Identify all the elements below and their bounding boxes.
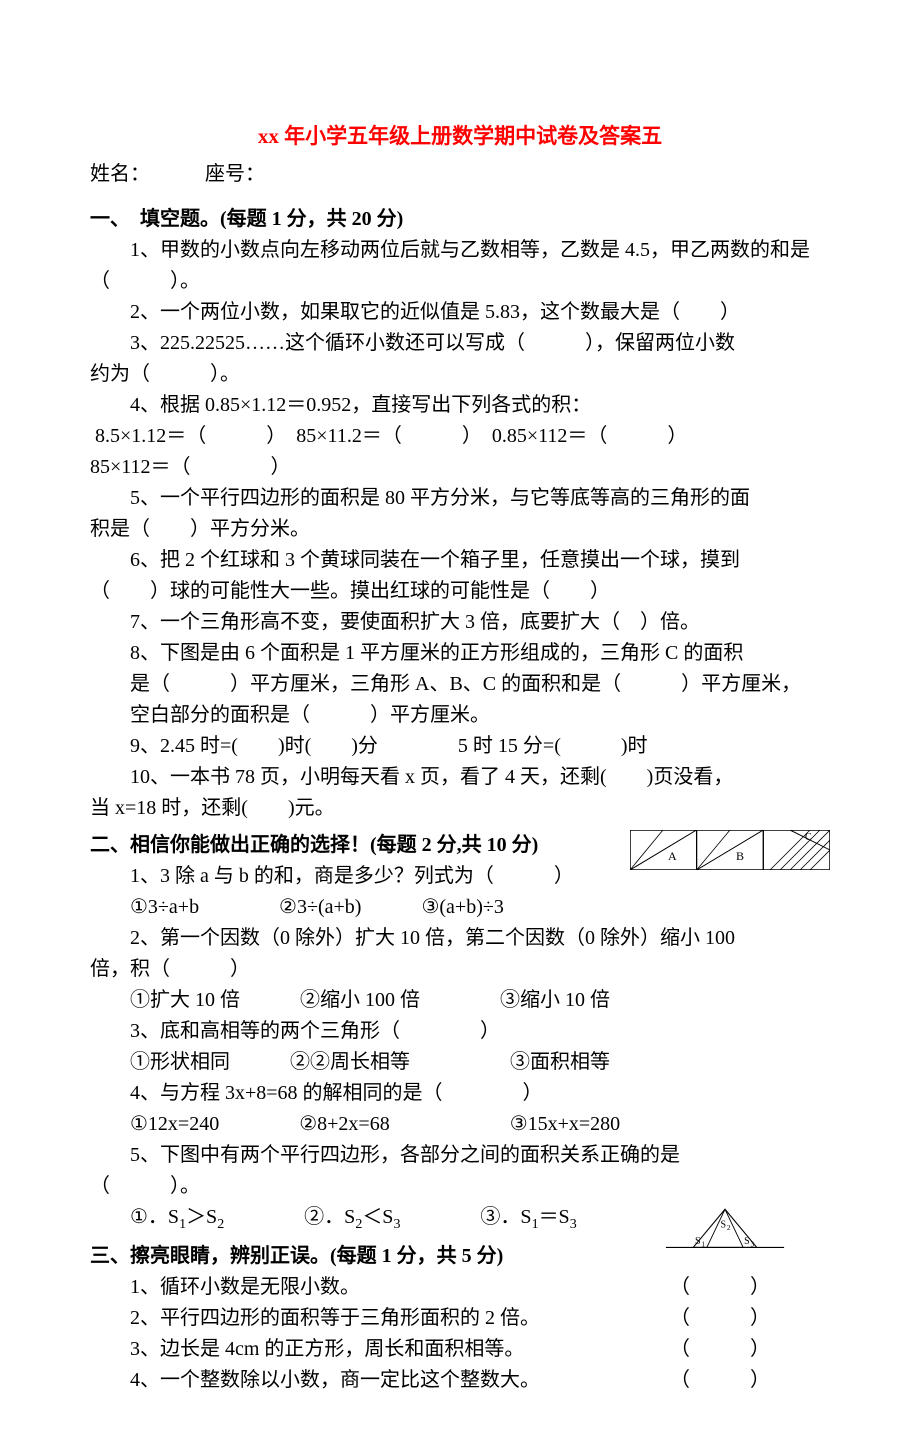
q3-3: 3、边长是 4cm 的正方形，周长和面积相等。 （ ）: [90, 1334, 830, 1365]
svg-text:1: 1: [701, 1240, 705, 1248]
svg-text:C: C: [805, 832, 812, 843]
q1-7: 7、一个三角形高不变，要使面积扩大 3 倍，底要扩大（ ）倍。: [90, 607, 830, 638]
seat-label: 座号：: [205, 163, 265, 185]
q2-3: 3、底和高相等的两个三角形（ ）: [90, 1016, 830, 1047]
q2-1-opts: ①3÷a+b ②3÷(a+b) ③(a+b)÷3: [90, 892, 830, 923]
q1-9: 9、2.45 时=( )时( )分 5 时 15 分=( )时: [90, 731, 830, 762]
q1-5: 5、一个平行四边形的面积是 80 平方分米，与它等底等高的三角形的面积是（ ）平…: [90, 483, 830, 545]
q3-2: 2、平行四边形的面积等于三角形面积的 2 倍。 （ ）: [90, 1303, 830, 1334]
q3-1-mark: （ ）: [670, 1272, 830, 1303]
q3-3-text: 3、边长是 4cm 的正方形，周长和面积相等。: [90, 1334, 524, 1365]
exam-title: xx 年小学五年级上册数学期中试卷及答案五: [90, 120, 830, 153]
svg-text:S: S: [744, 1235, 750, 1246]
svg-text:3: 3: [750, 1240, 754, 1248]
svg-text:B: B: [736, 849, 744, 863]
q1-6: 6、把 2 个红球和 3 个黄球同装在一个箱子里，任意摸出一个球，摸到（ ）球的…: [90, 545, 830, 607]
q3-1-text: 1、循环小数是无限小数。: [90, 1272, 360, 1303]
figure-6-squares: A B C: [630, 830, 830, 870]
q3-4-mark: （ ）: [670, 1365, 830, 1396]
q3-2-mark: （ ）: [670, 1303, 830, 1334]
q2-2-opts: ①扩大 10 倍 ②缩小 100 倍 ③缩小 10 倍: [90, 985, 830, 1016]
q1-2: 2、一个两位小数，如果取它的近似值是 5.83，这个数最大是（ ）: [90, 297, 830, 328]
svg-text:S: S: [695, 1235, 701, 1246]
svg-text:S: S: [720, 1219, 726, 1230]
section-2-block: A B C 二、相信你能做出正确的选择！(每题 2 分,共 10 分) 1、3 …: [90, 830, 830, 923]
q2-4-opts: ①12x=240 ②8+2x=68 ③15x+x=280: [90, 1109, 830, 1140]
q2-4: 4、与方程 3x+8=68 的解相同的是（ ）: [90, 1078, 830, 1109]
q1-4a: 4、根据 0.85×1.12＝0.952，直接写出下列各式的积：: [90, 390, 830, 421]
q1-4b: 8.5×1.12＝（ ） 85×11.2＝（ ） 0.85×112＝（ ）85×…: [90, 421, 830, 483]
svg-text:A: A: [668, 849, 677, 863]
q3-4-text: 4、一个整数除以小数，商一定比这个整数大。: [90, 1365, 540, 1396]
q3-1: 1、循环小数是无限小数。 （ ）: [90, 1272, 830, 1303]
q1-1: 1、甲数的小数点向左移动两位后就与乙数相等，乙数是 4.5，甲乙两数的和是（ ）…: [90, 235, 830, 297]
q1-8: 8、下图是由 6 个面积是 1 平方厘米的正方形组成的，三角形 C 的面积 是（…: [90, 638, 830, 731]
name-label: 姓名：: [90, 163, 140, 185]
q3-3-mark: （ ）: [670, 1334, 830, 1365]
q2-5: 5、下图中有两个平行四边形，各部分之间的面积关系正确的是（ ）。: [90, 1140, 830, 1202]
section-1-head: 一、 填空题。(每题 1 分，共 20 分): [90, 204, 830, 235]
student-meta: 姓名： 座号：: [90, 159, 830, 190]
figure-parallelograms: S1 S2 S3: [650, 1202, 800, 1252]
q3-4: 4、一个整数除以小数，商一定比这个整数大。 （ ）: [90, 1365, 830, 1396]
exam-document: xx 年小学五年级上册数学期中试卷及答案五 姓名： 座号： 一、 填空题。(每题…: [0, 0, 920, 1436]
q2-3-opts: ①形状相同 ②②周长相等 ③面积相等: [90, 1047, 830, 1078]
q2-2: 2、第一个因数（0 除外）扩大 10 倍，第二个因数（0 除外）缩小 100倍，…: [90, 923, 830, 985]
q1-10: 10、一本书 78 页，小明每天看 x 页，看了 4 天，还剩( )页没看，当 …: [90, 762, 830, 824]
svg-text:2: 2: [727, 1224, 731, 1232]
q3-2-text: 2、平行四边形的面积等于三角形面积的 2 倍。: [90, 1303, 540, 1334]
q2-5-opts-row: S1 S2 S3 ①．S1＞S2 ②．S2＜S3 ③．S1＝S3 三、擦亮眼睛，…: [90, 1202, 830, 1273]
q1-3: 3、225.22525……这个循环小数还可以写成（ ），保留两位小数 约为（ ）…: [90, 328, 830, 390]
